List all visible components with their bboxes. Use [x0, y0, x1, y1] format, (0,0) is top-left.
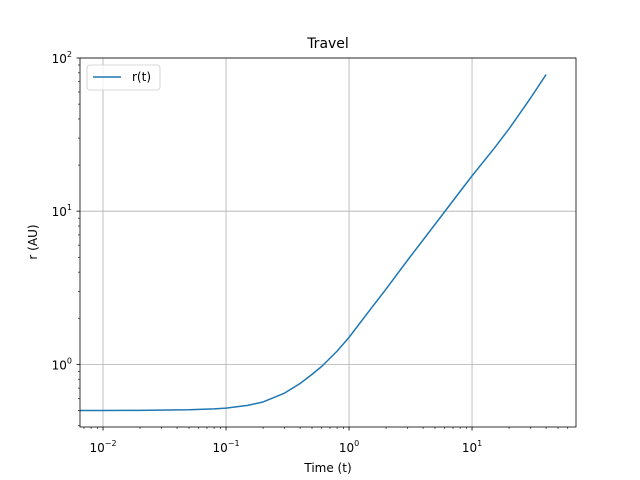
legend-box	[86, 64, 161, 91]
x-tick-label: 101	[462, 439, 482, 455]
y-axis-label: r (AU)	[26, 224, 40, 259]
y-axis-ticks: 100 101 102	[52, 50, 80, 426]
legend: r(t)	[86, 64, 161, 91]
y-tick-label: 101	[52, 203, 72, 219]
x-axis-ticks: 10−2 10−1 100 101	[83, 427, 569, 455]
y-tick-label: 100	[52, 356, 72, 372]
legend-label-r-t: r(t)	[132, 70, 151, 84]
x-axis-label: Time (t)	[303, 461, 351, 475]
series-line-r-t	[80, 74, 547, 412]
x-tick-label: 10−2	[89, 439, 116, 455]
x-tick-label: 100	[339, 439, 359, 455]
x-tick-label: 10−1	[212, 439, 239, 455]
plot-frame	[79, 57, 577, 428]
chart-title: Travel	[306, 36, 349, 52]
y-tick-label: 102	[52, 50, 72, 66]
